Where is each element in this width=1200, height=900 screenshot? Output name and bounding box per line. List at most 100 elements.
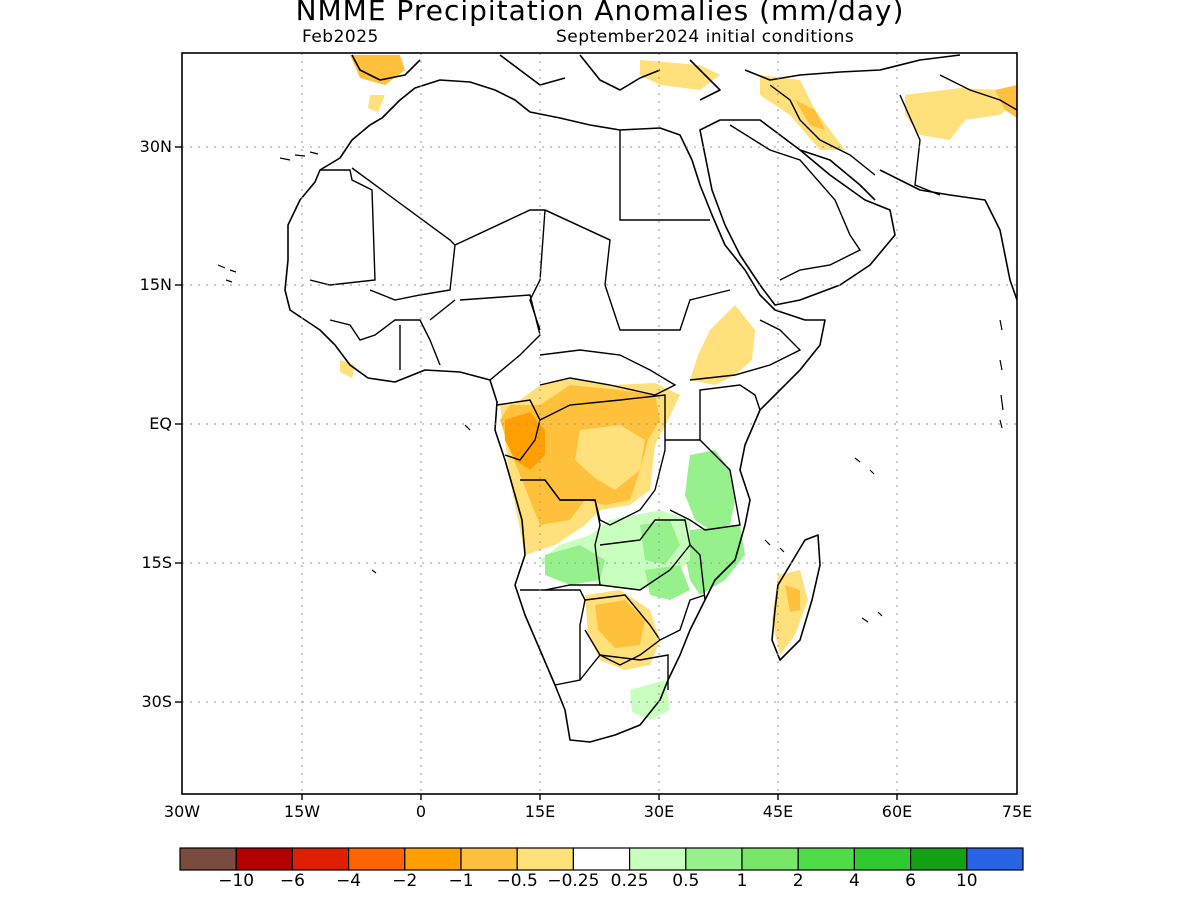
dry-anomaly-madagascar-core: [785, 585, 800, 612]
wet-anomaly-malawi: [640, 520, 680, 565]
border-mozambique: [659, 544, 706, 641]
initial-conditions: September2024 initial conditions: [556, 27, 855, 47]
dry-anomaly-iberia: [350, 55, 405, 85]
dry-anomaly-iran: [905, 88, 1017, 140]
canary-islands: [279, 151, 319, 161]
europe-coastline: [351, 54, 961, 101]
dry-anomaly-guinea: [340, 360, 355, 378]
dry-anomaly-gabon: [505, 412, 545, 470]
border-sudan: [604, 284, 731, 331]
border-kenya: [699, 384, 761, 440]
islands: [217, 151, 1004, 623]
africa-coastline: [284, 79, 826, 743]
map-plot-area: [217, 54, 1017, 743]
cape-verde: [217, 264, 237, 283]
border-west-africa: [329, 299, 456, 370]
x-label-75e: 75E: [1001, 802, 1033, 821]
dry-anomaly-morocco: [368, 95, 385, 112]
colorbar-swatch-7: [572, 847, 631, 871]
x-label-30w: 30W: [163, 802, 201, 821]
x-label-30e: 30E: [643, 802, 675, 821]
colorbar-label-8: 0.5: [672, 871, 700, 891]
colorbar-label-7: 0.25: [610, 871, 649, 891]
colorbar-swatch-11: [797, 847, 856, 871]
country-borders: [309, 74, 1017, 690]
dry-anomaly-ethiopia: [690, 305, 755, 385]
dry-anomaly-pakistan: [995, 85, 1017, 118]
x-label-60e: 60E: [881, 802, 913, 821]
y-label-15s: 15S: [141, 553, 172, 572]
border-libya-chad: [544, 209, 611, 286]
colorbar-swatch-14: [966, 847, 1024, 871]
border-nigeria: [459, 294, 541, 381]
wet-anomaly-angola-south: [545, 545, 605, 585]
y-label-30s: 30S: [141, 692, 172, 711]
colorbar-swatch-9: [685, 847, 743, 871]
wet-anomaly-mozambique: [685, 525, 745, 595]
x-label-45e: 45E: [762, 802, 794, 821]
persian-gulf-coast: [799, 149, 876, 201]
colorbar-swatch-1: [235, 847, 293, 871]
colorbar-label-12: 6: [905, 871, 916, 891]
colorbar-label-1: −6: [279, 871, 305, 891]
border-angola: [520, 479, 601, 591]
colorbar-label-4: −1: [448, 871, 474, 891]
border-namibia: [545, 589, 586, 686]
forecast-month: Feb2025: [302, 27, 379, 47]
colorbar-swatch-6: [516, 847, 575, 871]
seychelles: [854, 457, 875, 475]
x-label-0: 0: [415, 802, 427, 821]
border-zambia: [599, 519, 691, 591]
dry-anomaly-iraq-core: [795, 100, 825, 130]
colorbar-swatch-10: [741, 847, 799, 871]
border-algeria-mali: [351, 167, 611, 246]
border-botswana: [584, 594, 661, 666]
border-cameroon-gabon: [496, 399, 541, 461]
wet-anomaly-natal: [630, 680, 670, 720]
colorbar-swatch-0: [179, 847, 237, 871]
y-label-30n: 30N: [139, 137, 172, 156]
colorbar-label-3: −2: [392, 871, 418, 891]
x-label-15w: 15W: [283, 802, 321, 821]
wet-pocket-congo: [575, 425, 645, 490]
border-afghanistan: [939, 74, 1017, 111]
border-ethiopia: [689, 319, 802, 381]
st-helena: [371, 569, 377, 574]
wet-anomaly-zimbabwe: [645, 565, 690, 600]
asia-coastline: [879, 169, 1017, 301]
madagascar-coastline: [771, 534, 821, 661]
colorbar-label-11: 4: [848, 871, 860, 891]
dry-anomaly-mediterranean: [640, 60, 720, 90]
border-chad-niger: [529, 209, 546, 331]
y-label-eq: EQ: [149, 414, 172, 433]
maldives: [999, 319, 1004, 429]
axis-ticks: [175, 146, 898, 800]
dry-anomaly-botswana: [595, 600, 645, 648]
arabia-coastline: [699, 119, 896, 306]
bioko: [464, 424, 471, 431]
colorbar-swatch-13: [909, 847, 968, 871]
border-mali-niger: [369, 244, 456, 301]
colorbar-label-2: −4: [336, 871, 362, 891]
border-saudi: [729, 124, 862, 281]
mascarene: [861, 611, 883, 623]
gridlines: [182, 53, 1017, 794]
colorbar-swatch-12: [853, 847, 912, 871]
colorbar-swatch-2: [291, 847, 350, 871]
colorbar-label-13: 10: [955, 871, 978, 891]
colorbar-label-5: −0.5: [496, 871, 538, 891]
border-iran-iraq: [769, 84, 876, 176]
coastlines: [284, 54, 1017, 743]
colorbar-label-0: −10: [218, 871, 255, 891]
colorbar-swatch-8: [628, 847, 687, 871]
border-south-africa: [579, 654, 669, 690]
colorbar-swatch-3: [348, 847, 406, 871]
y-label-15n: 15N: [139, 275, 172, 294]
border-car: [539, 349, 677, 396]
x-label-15e: 15E: [524, 802, 556, 821]
colorbar-swatch-4: [404, 847, 462, 871]
colorbar-label-6: −0.25: [547, 871, 600, 891]
colorbar-label-10: 2: [792, 871, 804, 891]
dry-anomaly-madagascar: [772, 570, 808, 655]
